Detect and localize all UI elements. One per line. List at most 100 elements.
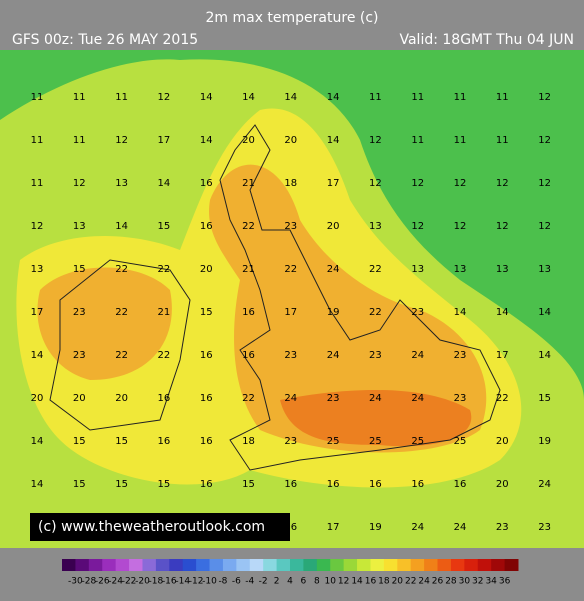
grid-value: 15 [73,436,86,447]
grid-value: 20 [200,264,213,275]
scale-swatch [115,559,130,571]
scale-label: -8 [218,577,227,587]
scale-label: 12 [338,577,349,587]
scale-swatch [249,559,264,571]
grid-value: 12 [73,178,86,189]
grid-value: 16 [411,479,424,490]
grid-value: 14 [115,221,128,232]
grid-value: 24 [327,350,340,361]
scale-label: -14 [175,577,190,587]
grid-value: 23 [284,436,297,447]
scale-label: 18 [378,577,390,587]
scale-swatch [397,559,412,571]
scale-swatch [169,559,184,571]
grid-value: 16 [200,479,213,490]
grid-value: 16 [454,479,467,490]
grid-value: 12 [369,178,382,189]
grid-value: 24 [454,522,467,533]
grid-value: 11 [411,92,424,103]
copyright-box [30,513,290,541]
scale-swatch [504,559,519,571]
scale-label: -24 [108,577,123,587]
grid-value: 14 [327,92,340,103]
scale-swatch [75,559,90,571]
grid-value: 22 [369,264,382,275]
header-bar [0,0,584,50]
run-info: GFS 00z: Tue 26 MAY 2015 [12,32,198,48]
grid-value: 14 [327,135,340,146]
grid-value: 11 [31,135,44,146]
grid-value: 12 [454,221,467,232]
scale-label: 22 [405,577,416,587]
grid-value: 14 [496,307,509,318]
scale-label: 20 [392,577,404,587]
grid-value: 11 [454,92,467,103]
grid-value: 22 [242,393,255,404]
grid-value: 11 [31,92,44,103]
grid-value: 14 [31,479,44,490]
grid-value: 13 [369,221,382,232]
scale-swatch [330,559,345,571]
scale-swatch [142,559,157,571]
scale-swatch [222,559,237,571]
grid-value: 25 [369,436,382,447]
valid-time: Valid: 18GMT Thu 04 JUN [399,32,574,48]
grid-value: 15 [242,479,255,490]
grid-value: 24 [411,350,424,361]
scale-swatch [437,559,452,571]
grid-value: 17 [496,350,509,361]
scale-label: 14 [351,577,363,587]
title: 2m max temperature (c) [205,10,378,26]
scale-label: -20 [135,577,150,587]
grid-value: 14 [454,307,467,318]
scale-label: 10 [325,577,337,587]
grid-value: 15 [158,479,171,490]
grid-value: 12 [411,178,424,189]
grid-value: 12 [538,221,551,232]
copyright: (c) www.theweatheroutlook.com [38,519,265,535]
scale-swatch [129,559,143,571]
grid-value: 16 [242,307,255,318]
grid-value: 16 [200,350,213,361]
grid-value: 15 [73,479,86,490]
grid-value: 20 [327,221,340,232]
scale-swatch [182,559,197,571]
grid-value: 11 [369,92,382,103]
scale-swatch [410,559,425,571]
grid-value: 22 [158,264,171,275]
grid-value: 23 [496,522,509,533]
grid-value: 24 [538,479,551,490]
scale-label: -4 [245,577,254,587]
grid-value: 16 [284,522,297,533]
grid-value: 22 [242,221,255,232]
scale-swatch [303,559,318,571]
grid-value: 16 [158,393,171,404]
grid-value: 20 [496,479,509,490]
scale-swatch [209,559,224,571]
scale-swatch [357,559,371,571]
grid-value: 23 [327,393,340,404]
scale-swatch [276,559,291,571]
scale-label: 34 [485,577,497,587]
grid-value: 16 [284,479,297,490]
scale-label: -10 [202,577,217,587]
grid-value: 11 [73,135,86,146]
grid-value: 13 [496,264,509,275]
grid-value: 13 [411,264,424,275]
grid-value: 17 [284,307,297,318]
grid-value: 15 [115,479,128,490]
grid-value: 12 [538,135,551,146]
grid-value: 14 [200,135,213,146]
grid-value: 19 [369,522,382,533]
grid-value: 15 [158,221,171,232]
grid-value: 24 [411,393,424,404]
scale-label: 2 [274,577,280,587]
grid-value: 11 [115,92,128,103]
very-hot-area [37,164,487,453]
grid-value: 15 [115,436,128,447]
grid-value: 16 [158,436,171,447]
grid-value: 13 [31,264,44,275]
grid-value: 23 [454,393,467,404]
grid-value: 16 [242,350,255,361]
scale-label: 28 [445,577,457,587]
